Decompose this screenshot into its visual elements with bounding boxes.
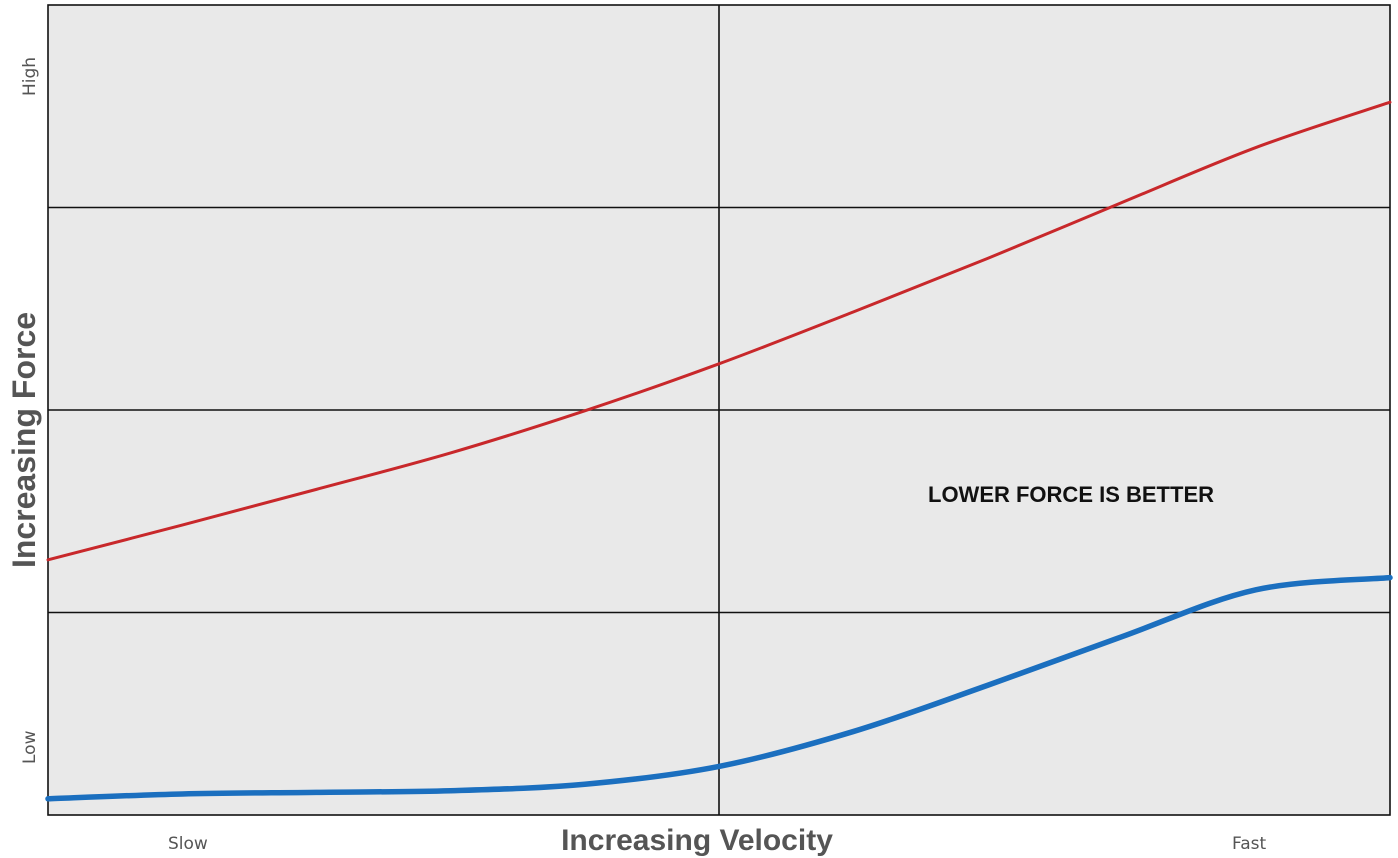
x-axis-title: Increasing Velocity xyxy=(561,824,833,857)
plot-area xyxy=(45,4,1393,816)
y-tick-label-high: High xyxy=(20,57,40,96)
plot-frame xyxy=(47,4,1391,816)
y-tick-label-low: Low xyxy=(20,730,40,764)
series-line-blue xyxy=(45,574,1393,802)
x-tick-label-slow: Slow xyxy=(168,834,208,854)
series-line-red xyxy=(46,100,1392,562)
x-tick-label-fast: Fast xyxy=(1232,834,1266,854)
annotation-label: LOWER FORCE IS BETTER xyxy=(928,482,1214,507)
y-axis-title: Increasing Force xyxy=(6,312,42,568)
